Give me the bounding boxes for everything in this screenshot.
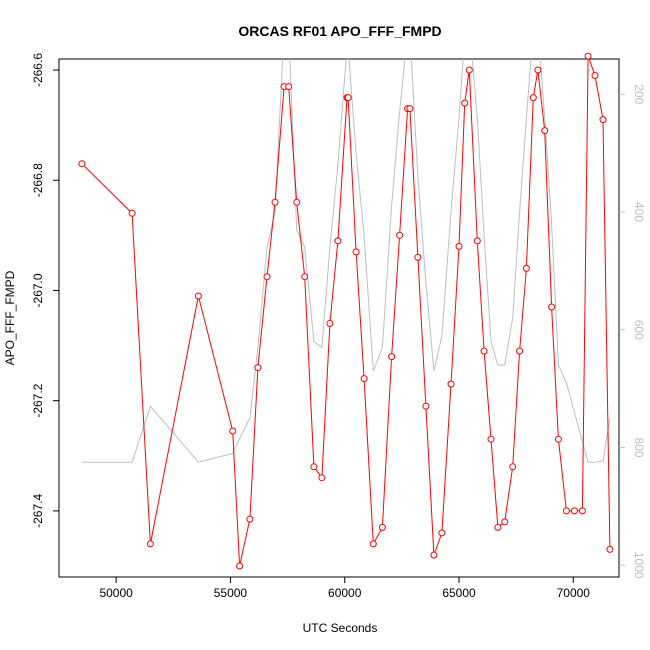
y-tick-label: -267.4 — [31, 494, 45, 528]
data-point — [465, 66, 473, 74]
data-point — [406, 105, 414, 113]
data-point — [246, 515, 254, 523]
chart-title: ORCAS RF01 APO_FFF_FMPD — [238, 23, 441, 39]
x-tick-label: 70000 — [557, 586, 591, 600]
data-point — [301, 273, 309, 281]
data-point — [554, 435, 562, 443]
data-point — [229, 427, 237, 435]
data-point — [344, 94, 352, 102]
plot-frame — [58, 58, 620, 578]
data-point — [548, 303, 556, 311]
data-point — [534, 66, 542, 74]
data-point — [334, 237, 342, 245]
x-tick-label: 60000 — [328, 586, 362, 600]
data-point — [254, 364, 262, 372]
data-point — [529, 94, 537, 102]
data-point — [414, 253, 422, 261]
data-point — [430, 551, 438, 559]
y-axis: -266.6 -266.8 -267.0 -267.2 -267.4 — [31, 53, 59, 528]
data-point — [438, 529, 446, 537]
data-point — [236, 562, 244, 570]
data-point — [369, 540, 377, 548]
right-tick-label: 800 — [632, 437, 646, 457]
data-point — [591, 72, 599, 79]
data-point — [318, 474, 326, 482]
x-tick-label: 55000 — [214, 586, 248, 600]
data-point — [146, 540, 154, 548]
y-tick-label: -266.8 — [31, 163, 45, 197]
right-tick-label: 1000 — [632, 552, 646, 579]
primary-series-line — [81, 59, 611, 567]
data-point — [128, 209, 136, 217]
data-point — [494, 523, 502, 531]
data-point — [599, 116, 607, 124]
data-point — [487, 435, 495, 443]
data-point — [263, 273, 271, 281]
data-point — [606, 545, 614, 553]
data-point — [271, 198, 279, 206]
data-point — [78, 160, 86, 168]
x-axis-label: UTC Seconds — [303, 621, 378, 635]
data-point — [509, 463, 517, 471]
data-point — [578, 507, 586, 515]
right-tick-label: 400 — [632, 202, 646, 222]
data-point — [480, 347, 488, 355]
data-point — [293, 198, 301, 206]
x-tick-label: 50000 — [99, 586, 133, 600]
series-layer — [78, 52, 614, 570]
data-point — [352, 248, 360, 256]
data-point — [570, 507, 578, 515]
y-axis-label: APO_FFF_FMPD — [3, 270, 17, 365]
data-point — [522, 264, 530, 272]
data-point — [360, 375, 368, 383]
data-point — [396, 231, 404, 239]
data-point — [455, 242, 463, 250]
data-point — [285, 83, 293, 91]
data-point — [194, 292, 202, 300]
y-tick-label: -267.2 — [31, 383, 45, 417]
y-tick-label: -266.6 — [31, 53, 45, 87]
data-point — [326, 320, 334, 327]
data-point — [447, 380, 455, 388]
right-tick-label: 600 — [632, 320, 646, 340]
data-point — [378, 523, 386, 531]
data-point — [516, 347, 524, 355]
y-tick-label: -267.0 — [31, 273, 45, 307]
data-point — [388, 353, 396, 361]
x-tick-label: 65000 — [442, 586, 476, 600]
data-point — [584, 52, 592, 60]
data-point — [541, 127, 549, 135]
data-point — [422, 402, 430, 410]
data-point — [473, 237, 481, 245]
data-point — [501, 518, 509, 526]
x-axis: 50000 55000 60000 65000 70000 — [99, 577, 590, 600]
data-point — [562, 507, 570, 515]
data-point — [310, 463, 318, 471]
right-tick-label: 200 — [632, 84, 646, 104]
data-point — [461, 99, 469, 107]
right-axis: 200 400 600 800 1000 — [619, 84, 646, 579]
